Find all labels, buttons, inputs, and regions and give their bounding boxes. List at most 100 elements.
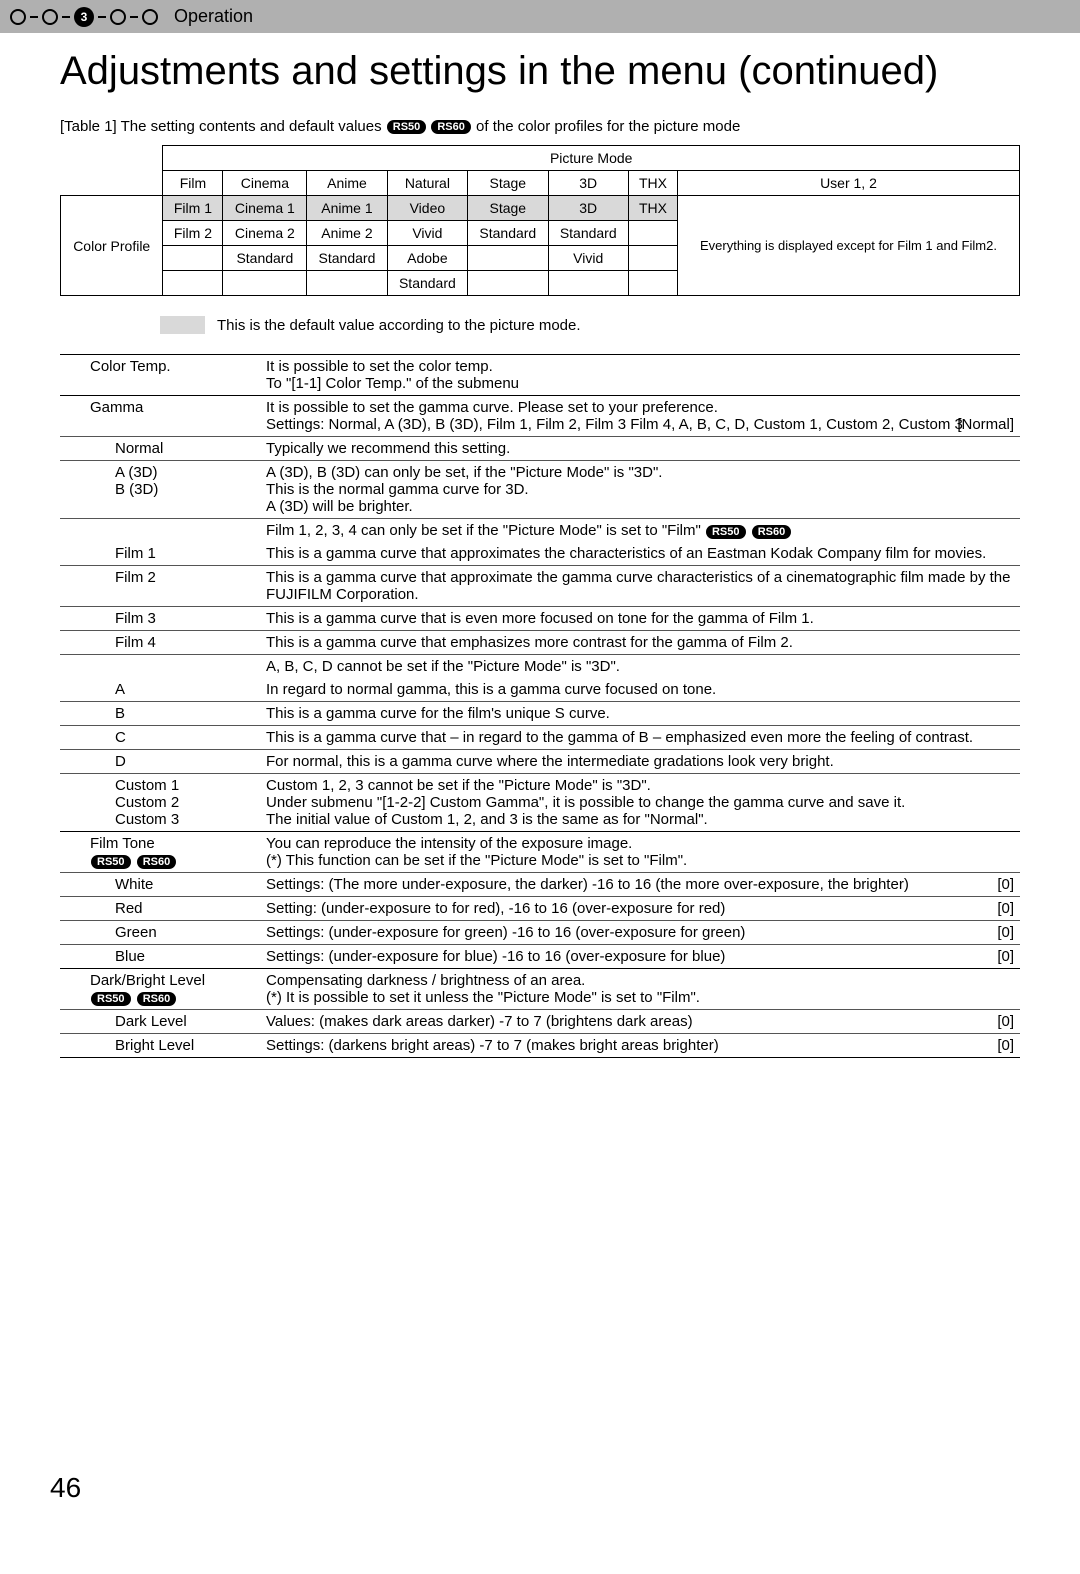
setting-label: Bright Level bbox=[60, 1034, 260, 1058]
step-indicator: 3 bbox=[10, 7, 158, 27]
default-note-text: This is the default value according to t… bbox=[217, 317, 581, 334]
page-number: 46 bbox=[50, 1472, 81, 1504]
step-dot bbox=[42, 9, 58, 25]
model-badge: RS60 bbox=[752, 525, 792, 539]
setting-label: Dark Level bbox=[60, 1010, 260, 1034]
setting-description: Values: (makes dark areas darker) -7 to … bbox=[260, 1010, 1020, 1034]
setting-description: This is a gamma curve that – in regard t… bbox=[260, 726, 1020, 750]
setting-label: Dark/Bright LevelRS50 RS60 bbox=[60, 969, 260, 1010]
profile-cell bbox=[307, 271, 387, 296]
blank-cell bbox=[61, 171, 163, 196]
setting-label: White bbox=[60, 873, 260, 897]
profile-cell: Cinema 1 bbox=[223, 196, 307, 221]
table1-caption: [Table 1] The setting contents and defau… bbox=[60, 118, 1020, 135]
setting-description: Settings: (The more under-exposure, the … bbox=[260, 873, 1020, 897]
model-badge: RS50 bbox=[387, 120, 427, 134]
profile-cell: 3D bbox=[548, 196, 628, 221]
profile-cell bbox=[163, 271, 223, 296]
header-label: Operation bbox=[174, 6, 253, 27]
profile-cell: Film 2 bbox=[163, 221, 223, 246]
setting-description: A, B, C, D cannot be set if the "Picture… bbox=[260, 655, 1020, 679]
profile-cell bbox=[468, 246, 548, 271]
setting-description: For normal, this is a gamma curve where … bbox=[260, 750, 1020, 774]
setting-label: Film 1 bbox=[60, 542, 260, 566]
profile-cell: Standard bbox=[387, 271, 467, 296]
user-note-cell: Everything is displayed except for Film … bbox=[677, 196, 1019, 296]
step-connector bbox=[62, 16, 70, 18]
profile-cell bbox=[628, 246, 677, 271]
shaded-swatch bbox=[160, 316, 205, 334]
setting-label: A bbox=[60, 678, 260, 702]
setting-label: B bbox=[60, 702, 260, 726]
column-header: Cinema bbox=[223, 171, 307, 196]
setting-label: A (3D)B (3D) bbox=[60, 461, 260, 519]
profile-cell: Film 1 bbox=[163, 196, 223, 221]
setting-label: Red bbox=[60, 897, 260, 921]
header-bar: 3 Operation bbox=[0, 0, 1080, 33]
profile-cell: Standard bbox=[468, 221, 548, 246]
setting-label: C bbox=[60, 726, 260, 750]
setting-description: Film 1, 2, 3, 4 can only be set if the "… bbox=[260, 519, 1020, 543]
setting-label: Film 2 bbox=[60, 566, 260, 607]
setting-description: In regard to normal gamma, this is a gam… bbox=[260, 678, 1020, 702]
profile-cell bbox=[628, 271, 677, 296]
caption-prefix: [Table 1] The setting contents and defau… bbox=[60, 118, 386, 135]
setting-label: Normal bbox=[60, 437, 260, 461]
setting-label: Green bbox=[60, 921, 260, 945]
profile-cell: Vivid bbox=[548, 246, 628, 271]
setting-description: It is possible to set the gamma curve. P… bbox=[260, 396, 1020, 437]
profile-cell: Anime 2 bbox=[307, 221, 387, 246]
column-header: Stage bbox=[468, 171, 548, 196]
setting-description: This is a gamma curve for the film's uni… bbox=[260, 702, 1020, 726]
setting-label: Film 4 bbox=[60, 631, 260, 655]
profile-cell bbox=[628, 221, 677, 246]
model-badge: RS50 bbox=[91, 855, 131, 869]
profile-cell: Anime 1 bbox=[307, 196, 387, 221]
model-badge: RS60 bbox=[137, 992, 177, 1006]
page-title: Adjustments and settings in the menu (co… bbox=[60, 49, 1020, 94]
color-profile-table: Picture ModeFilmCinemaAnimeNaturalStage3… bbox=[60, 145, 1020, 296]
profile-cell: THX bbox=[628, 196, 677, 221]
step-dot bbox=[110, 9, 126, 25]
column-header: User 1, 2 bbox=[677, 171, 1019, 196]
profile-cell bbox=[163, 246, 223, 271]
default-value-note: This is the default value according to t… bbox=[160, 316, 1020, 334]
setting-description: Settings: (under-exposure for green) -16… bbox=[260, 921, 1020, 945]
step-connector bbox=[30, 16, 38, 18]
setting-description: This is a gamma curve that approximates … bbox=[260, 542, 1020, 566]
profile-cell bbox=[223, 271, 307, 296]
profile-cell: Stage bbox=[468, 196, 548, 221]
row-label: Color Profile bbox=[61, 196, 163, 296]
column-header: 3D bbox=[548, 171, 628, 196]
profile-cell bbox=[548, 271, 628, 296]
setting-description: Custom 1, 2, 3 cannot be set if the "Pic… bbox=[260, 774, 1020, 832]
profile-cell: Standard bbox=[307, 246, 387, 271]
setting-label: Color Temp. bbox=[60, 355, 260, 396]
profile-cell: Cinema 2 bbox=[223, 221, 307, 246]
setting-label: Blue bbox=[60, 945, 260, 969]
setting-label bbox=[60, 519, 260, 543]
setting-description: Compensating darkness / brightness of an… bbox=[260, 969, 1020, 1010]
model-badge: RS60 bbox=[137, 855, 177, 869]
model-badge: RS50 bbox=[706, 525, 746, 539]
setting-description: It is possible to set the color temp.To … bbox=[260, 355, 1020, 396]
setting-label: Film ToneRS50 RS60 bbox=[60, 832, 260, 873]
setting-label: Gamma bbox=[60, 396, 260, 437]
setting-description: This is a gamma curve that emphasizes mo… bbox=[260, 631, 1020, 655]
column-header: Natural bbox=[387, 171, 467, 196]
column-header: Film bbox=[163, 171, 223, 196]
setting-description: A (3D), B (3D) can only be set, if the "… bbox=[260, 461, 1020, 519]
step-connector bbox=[130, 16, 138, 18]
setting-label bbox=[60, 655, 260, 679]
blank-cell bbox=[61, 146, 163, 171]
step-connector bbox=[98, 16, 106, 18]
setting-description: Settings: (under-exposure for blue) -16 … bbox=[260, 945, 1020, 969]
profile-cell: Video bbox=[387, 196, 467, 221]
profile-cell: Vivid bbox=[387, 221, 467, 246]
setting-description: This is a gamma curve that is even more … bbox=[260, 607, 1020, 631]
setting-description: This is a gamma curve that approximate t… bbox=[260, 566, 1020, 607]
profile-cell: Standard bbox=[548, 221, 628, 246]
picture-mode-header: Picture Mode bbox=[163, 146, 1020, 171]
step-dot bbox=[10, 9, 26, 25]
setting-label: Custom 1Custom 2Custom 3 bbox=[60, 774, 260, 832]
